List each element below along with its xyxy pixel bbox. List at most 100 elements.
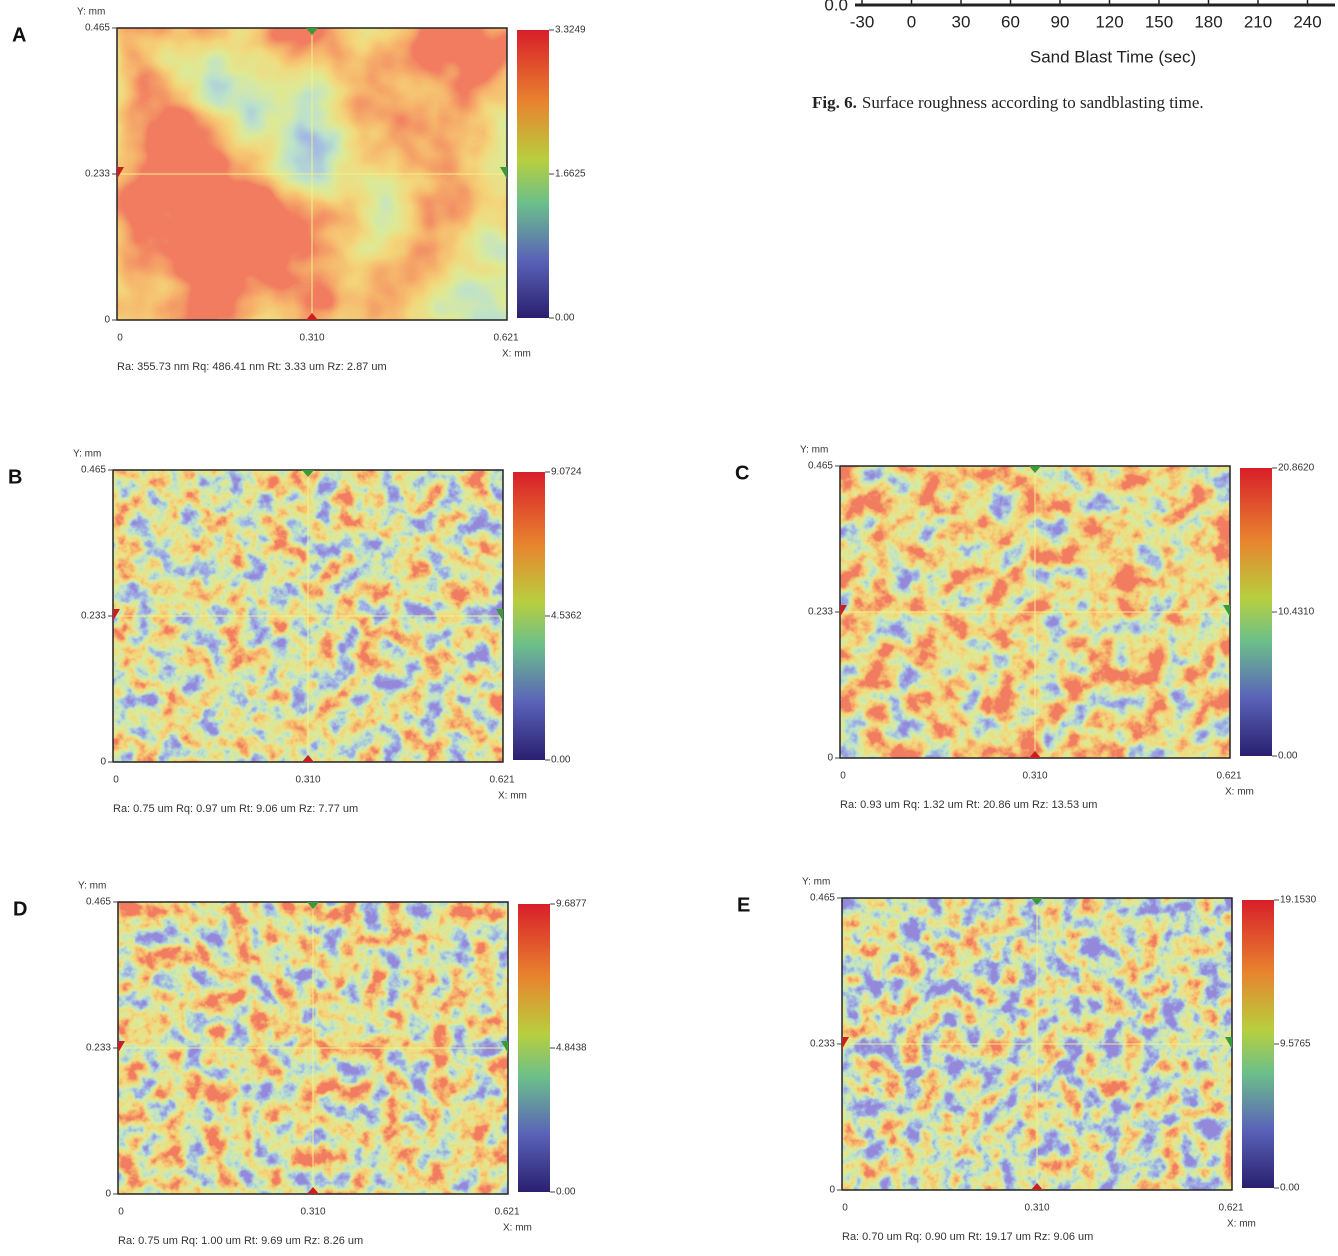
marker xyxy=(1029,466,1041,473)
surface-panel: B Y: mm 0.465 0.233 00 0.310 0.621 X: mm Ra: 0.7… xyxy=(8,449,582,815)
marker xyxy=(307,1187,319,1194)
surface-panel: A Y: mm 0.465 0.233 00 0.310 0.621 X: mm Ra: 355… xyxy=(12,7,586,373)
scale-label: 0.00 xyxy=(1280,1183,1300,1194)
y-tick-label: 0 xyxy=(100,757,106,768)
y-axis-title: Y: mm xyxy=(800,445,828,456)
y-tick-label: 0.233 xyxy=(86,1043,111,1054)
marker xyxy=(302,755,314,762)
caption-text: Surface roughness according to sandblast… xyxy=(862,93,1204,112)
x-tick-label: 0 xyxy=(113,775,119,786)
x-axis-title: X: mm xyxy=(502,349,531,360)
marker xyxy=(1223,605,1230,617)
marker xyxy=(307,902,319,909)
x-axis-title: X: mm xyxy=(503,1223,532,1234)
scale-label: 0.00 xyxy=(1278,751,1298,762)
x-tick-label: 240 xyxy=(1293,12,1321,31)
marker xyxy=(842,1037,849,1049)
roughness-stats: Ra: 355.73 nm Rq: 486.41 nm Rt: 3.33 um … xyxy=(117,361,387,373)
panel-label: B xyxy=(8,466,22,488)
x-tick-label: 150 xyxy=(1145,12,1173,31)
surface-panel: D Y: mm 0.465 0.233 00 0.310 0.621 X: mm Ra: 0.7… xyxy=(13,881,587,1247)
x-tick-label: 0 xyxy=(842,1203,848,1214)
caption-label: Fig. 6. xyxy=(812,93,857,112)
marker xyxy=(117,167,124,179)
x-tick-label: 0 xyxy=(118,1207,124,1218)
marker xyxy=(1031,898,1043,905)
marker xyxy=(113,609,120,621)
roughness-stats: Ra: 0.70 um Rq: 0.90 um Rt: 19.17 um Rz:… xyxy=(842,1231,1093,1243)
y-tick-label: 0.465 xyxy=(81,465,106,476)
x-tick-label: 0 xyxy=(840,771,846,782)
roughness-stats: Ra: 0.75 um Rq: 0.97 um Rt: 9.06 um Rz: … xyxy=(113,803,358,815)
scale-label: 4.5362 xyxy=(551,611,582,622)
roughness-stats: Ra: 0.93 um Rq: 1.32 um Rt: 20.86 um Rz:… xyxy=(840,799,1097,811)
x-tick-label: 60 xyxy=(1001,12,1020,31)
x-tick-label: 0.621 xyxy=(489,775,514,786)
x-tick-label: 0.310 xyxy=(300,1207,325,1218)
x-axis-title: X: mm xyxy=(498,791,527,802)
y-tick-label: 0.465 xyxy=(85,23,110,34)
x-tick-label: 0.310 xyxy=(1024,1203,1049,1214)
x-tick-label: -30 xyxy=(850,12,875,31)
panel-label: A xyxy=(12,24,26,46)
y-axis-title: Y: mm xyxy=(78,881,106,892)
marker xyxy=(496,609,503,621)
color-scale xyxy=(517,30,549,318)
scale-label: 20.8620 xyxy=(1278,463,1315,474)
y-tick-label: 0.233 xyxy=(85,169,110,180)
scale-label: 19.1530 xyxy=(1280,895,1317,906)
y-tick-label: 0 xyxy=(827,753,833,764)
x-tick-label: 30 xyxy=(952,12,971,31)
marker xyxy=(302,470,314,477)
x-tick-label: 120 xyxy=(1095,12,1123,31)
x-tick-label: 180 xyxy=(1194,12,1222,31)
panel-label: D xyxy=(13,898,27,920)
x-tick-label: 0.310 xyxy=(299,333,324,344)
x-axis-title: X: mm xyxy=(1225,787,1254,798)
x-tick-label: 90 xyxy=(1051,12,1070,31)
marker xyxy=(306,28,318,35)
surface-panel: C Y: mm 0.465 0.233 00 0.310 0.621 X: mm Ra: 0.9… xyxy=(735,445,1315,811)
y-tick-label: 0.465 xyxy=(810,893,835,904)
x-tick-label: 0.310 xyxy=(1022,771,1047,782)
x-tick-label: 0.621 xyxy=(494,1207,519,1218)
scale-label: 4.8438 xyxy=(556,1043,587,1054)
y-tick-label: 0.233 xyxy=(808,607,833,618)
caption: Fig. 6. Surface roughness according to sa… xyxy=(812,93,1204,112)
y-tick-label: 0.233 xyxy=(810,1039,835,1050)
scale-label: 9.6877 xyxy=(556,899,587,910)
marker xyxy=(501,1041,508,1053)
marker xyxy=(1029,751,1041,758)
scale-label: 0.00 xyxy=(555,313,575,324)
x-tick-label: 0.621 xyxy=(493,333,518,344)
surface-panel: E Y: mm 0.465 0.233 00 0.310 0.621 X: mm Ra: 0.7… xyxy=(737,877,1317,1243)
y-tick-label: 0 xyxy=(829,1185,835,1196)
marker xyxy=(118,1041,125,1053)
y-axis-title: Y: mm xyxy=(77,7,105,18)
scale-label: 1.6625 xyxy=(555,169,586,180)
scale-label: 3.3249 xyxy=(555,25,586,36)
x-tick-label: 0.621 xyxy=(1218,1203,1243,1214)
y-tick-label: 0.465 xyxy=(808,461,833,472)
y-tick-label: 0 xyxy=(105,1189,111,1200)
color-scale xyxy=(1240,468,1272,756)
scale-label: 0.00 xyxy=(551,755,571,766)
y-tick-label: 0.465 xyxy=(86,897,111,908)
x-axis-title: X: mm xyxy=(1227,1219,1256,1230)
x-tick-label: 0 xyxy=(907,12,916,31)
x-tick-label: 0.621 xyxy=(1216,771,1241,782)
scale-label: 9.0724 xyxy=(551,467,582,478)
scale-label: 9.5765 xyxy=(1280,1039,1311,1050)
y-tick-label: 0.0 xyxy=(824,0,848,14)
marker xyxy=(306,313,318,320)
x-tick-label: 210 xyxy=(1244,12,1272,31)
y-axis-title: Y: mm xyxy=(73,449,101,460)
scale-label: 10.4310 xyxy=(1278,607,1315,618)
x-tick-label: 0 xyxy=(117,333,123,344)
color-scale xyxy=(1242,900,1274,1188)
panel-label: E xyxy=(737,894,750,916)
x-axis-title: Sand Blast Time (sec) xyxy=(1030,47,1196,66)
scale-label: 0.00 xyxy=(556,1187,576,1198)
marker xyxy=(840,605,847,617)
